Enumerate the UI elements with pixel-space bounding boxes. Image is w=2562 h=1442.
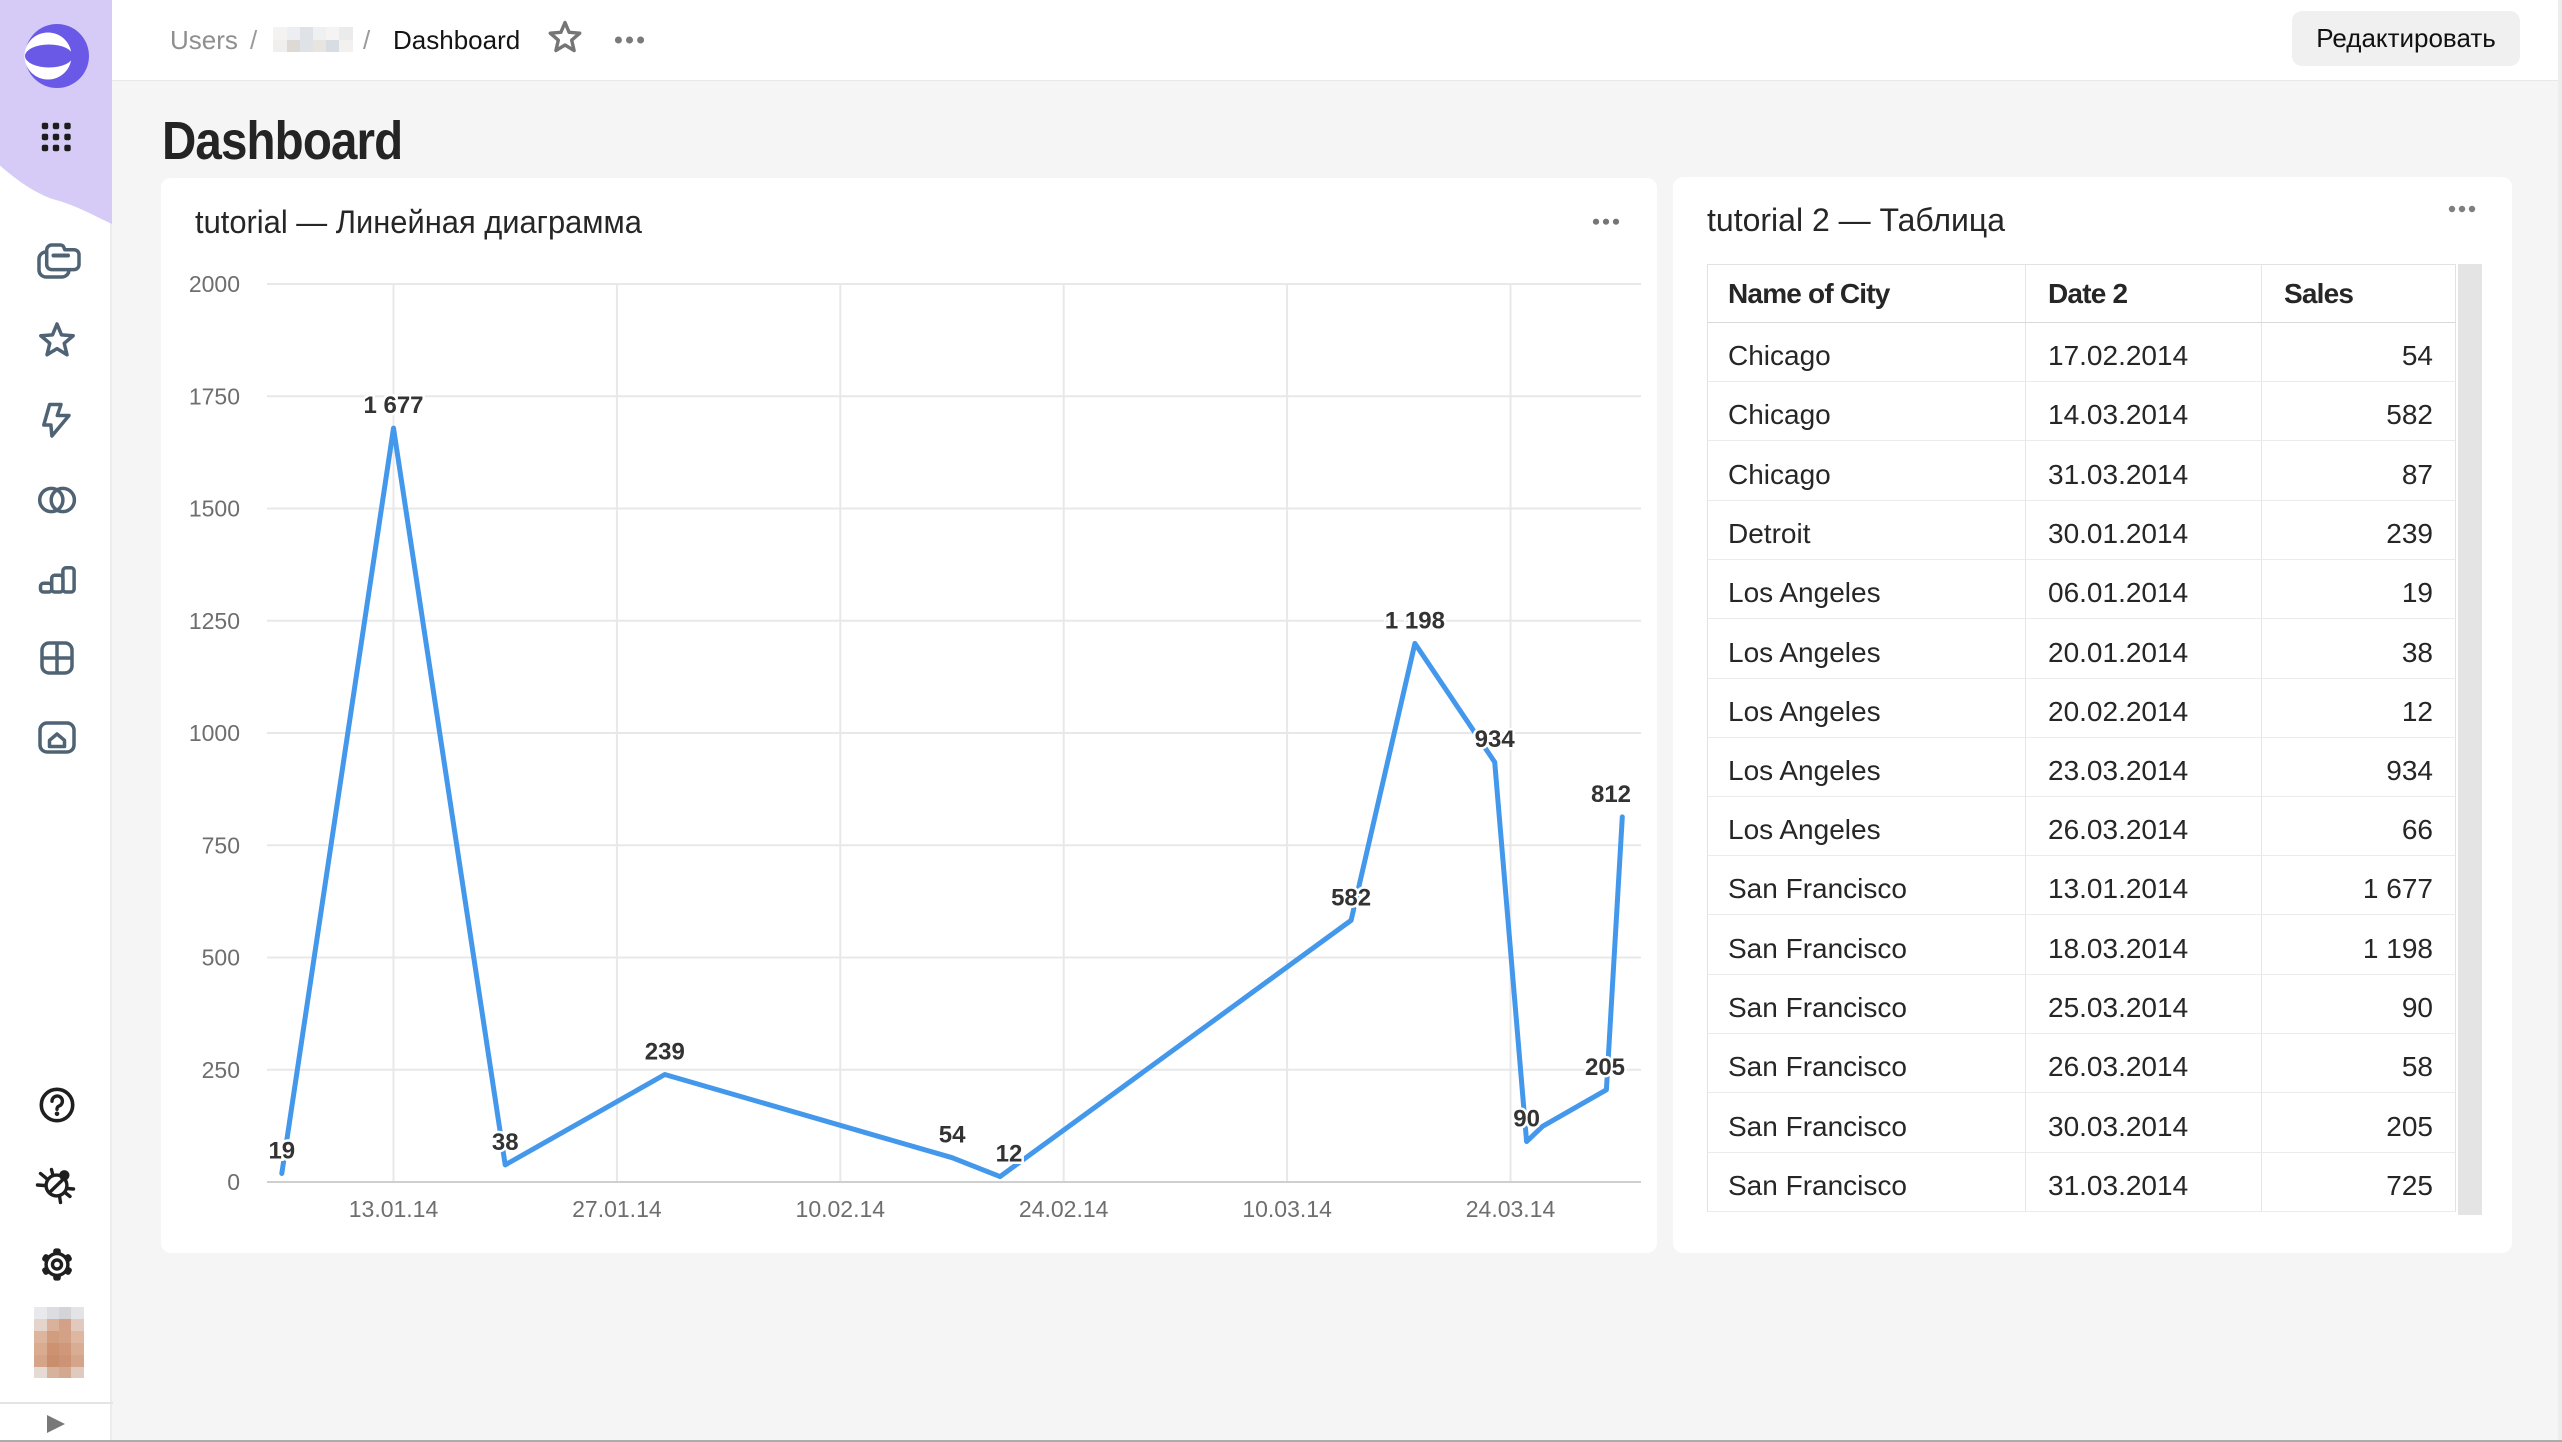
svg-text:250: 250 [202,1057,240,1083]
svg-text:0: 0 [227,1169,240,1195]
svg-text:2000: 2000 [189,271,240,297]
svg-text:19: 19 [268,1138,295,1165]
svg-text:13.01.14: 13.01.14 [349,1196,439,1222]
svg-text:27.01.14: 27.01.14 [572,1196,662,1222]
svg-text:812: 812 [1591,781,1631,808]
svg-text:1750: 1750 [189,383,240,409]
svg-text:1000: 1000 [189,720,240,746]
svg-text:500: 500 [202,945,240,971]
svg-text:1250: 1250 [189,608,240,634]
svg-text:24.02.14: 24.02.14 [1019,1196,1109,1222]
svg-text:54: 54 [939,1122,966,1149]
svg-text:38: 38 [492,1129,519,1156]
svg-text:1 198: 1 198 [1385,607,1445,634]
svg-text:24.03.14: 24.03.14 [1466,1196,1556,1222]
svg-text:10.02.14: 10.02.14 [796,1196,886,1222]
svg-text:12: 12 [996,1141,1023,1168]
svg-text:90: 90 [1513,1106,1540,1133]
svg-text:205: 205 [1585,1054,1625,1081]
svg-text:934: 934 [1475,726,1516,753]
svg-text:1500: 1500 [189,496,240,522]
svg-text:239: 239 [645,1039,685,1066]
svg-text:582: 582 [1331,884,1371,911]
svg-text:10.03.14: 10.03.14 [1242,1196,1332,1222]
svg-text:1 677: 1 677 [363,392,423,419]
svg-text:750: 750 [202,832,240,858]
